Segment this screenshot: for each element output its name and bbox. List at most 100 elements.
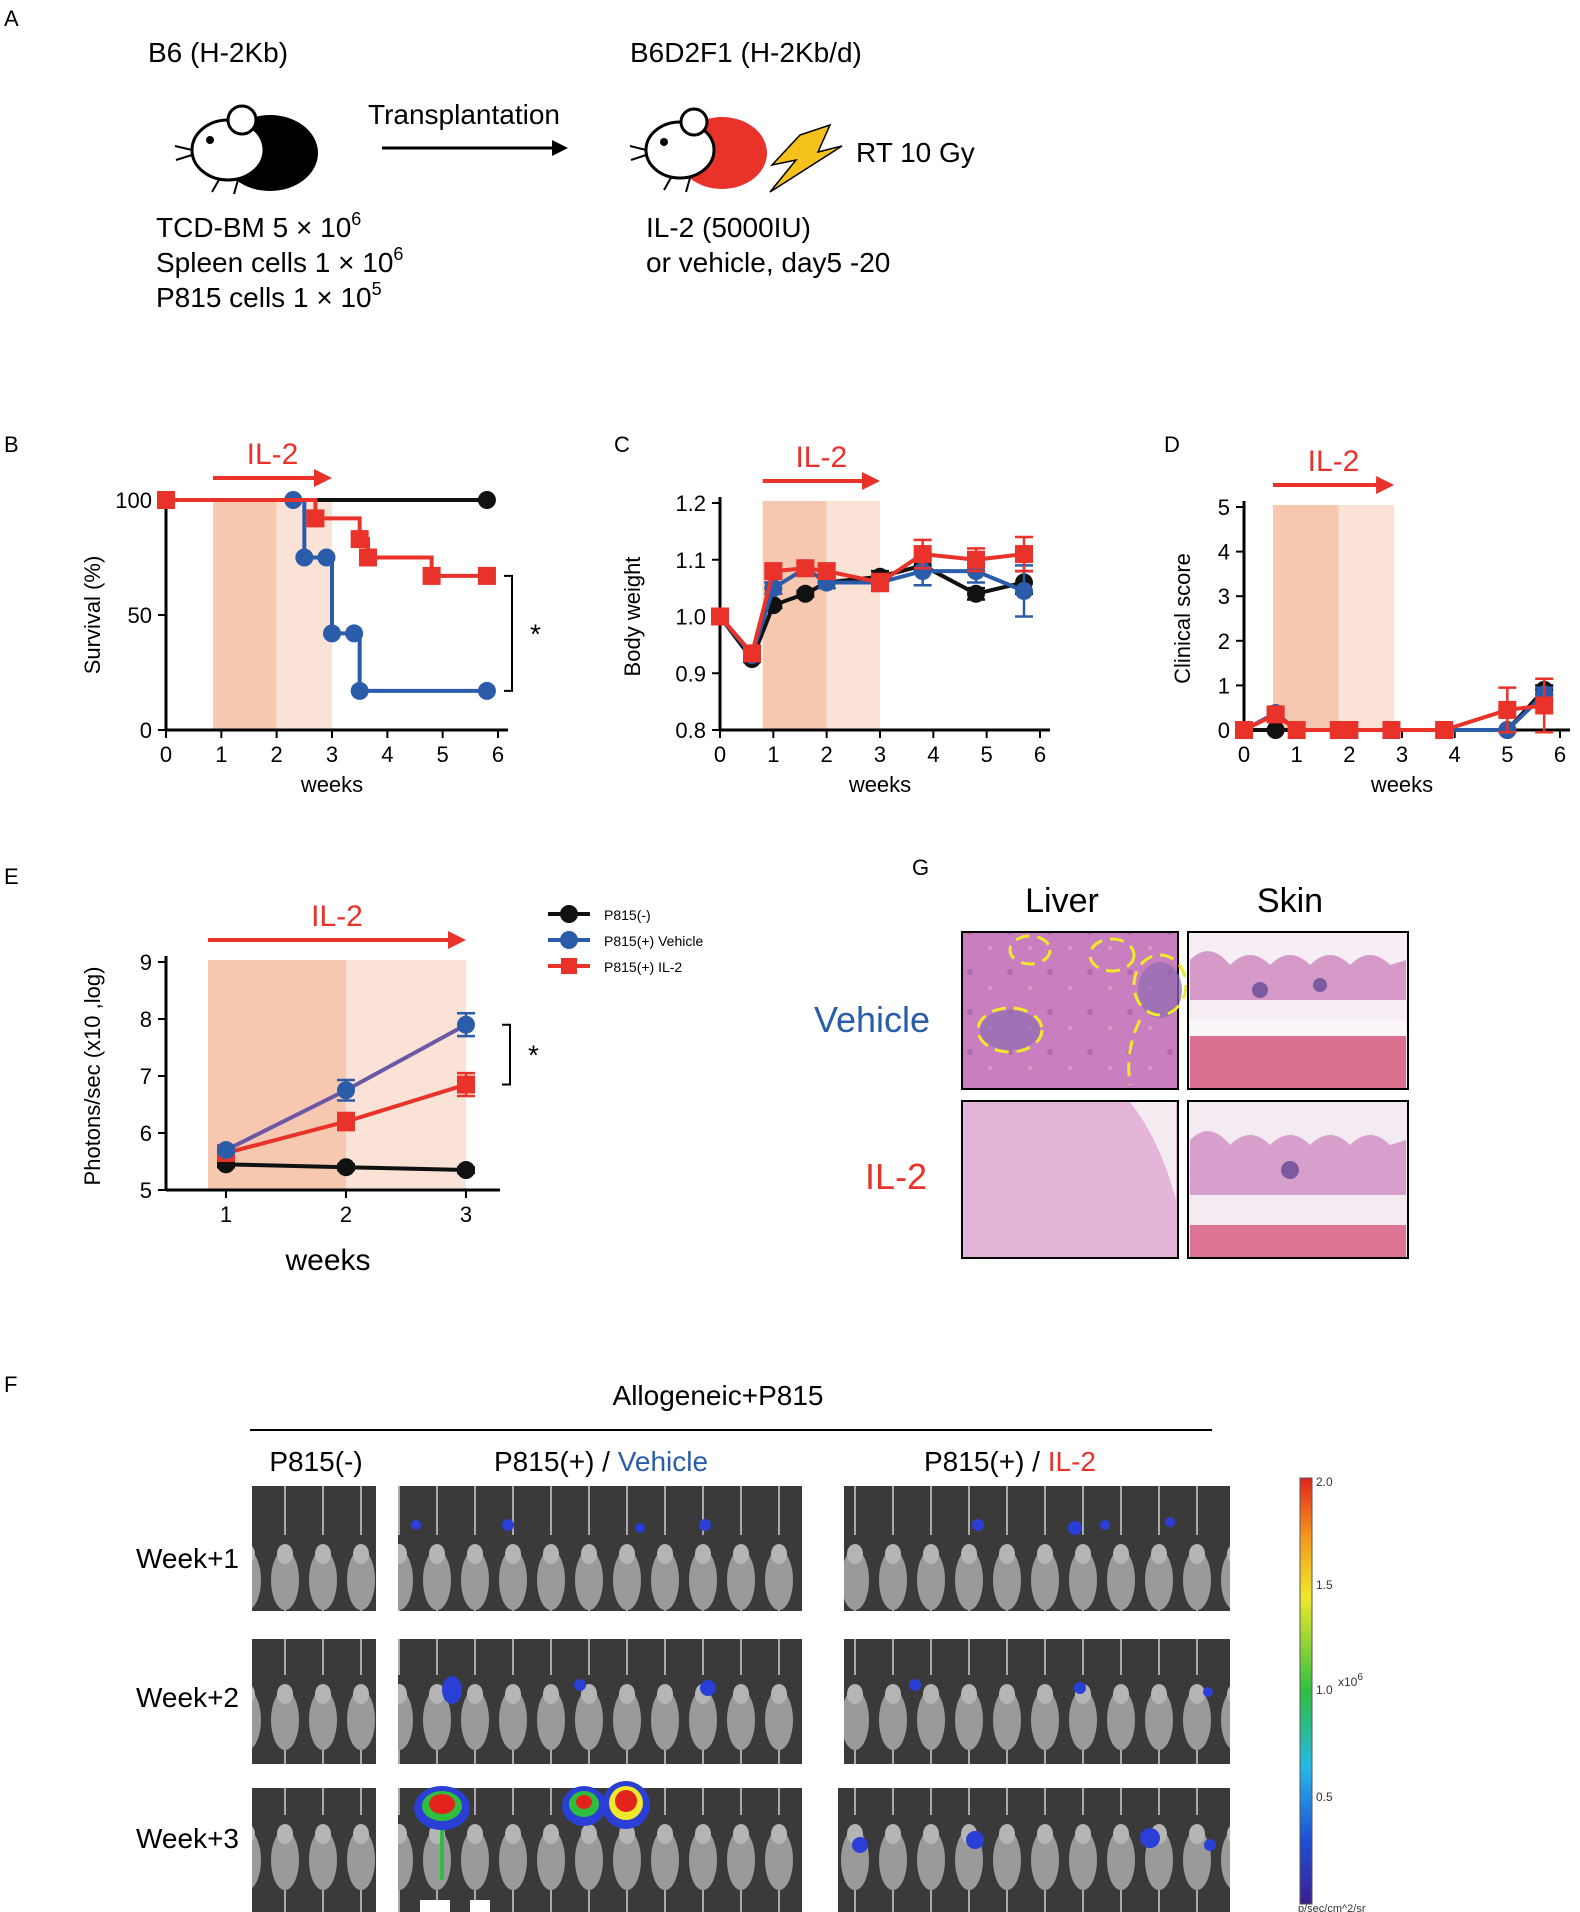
x-tick-label: 4: [1449, 742, 1461, 767]
data-point: [337, 1112, 355, 1131]
data-point: [967, 584, 985, 603]
x-tick-label: 0: [1238, 742, 1250, 767]
data-point: [967, 550, 985, 569]
data-point: [743, 644, 761, 663]
y-tick-label: 2: [1218, 629, 1230, 654]
colorbar-tick: 2.0: [1316, 1475, 1333, 1489]
histology-col-header: Liver: [1025, 882, 1099, 920]
transplant-arrow-icon: [382, 140, 568, 156]
legend-item: P815(+) Vehicle: [548, 931, 703, 949]
data-point: [1015, 545, 1033, 564]
x-tick-label: 0: [160, 742, 172, 767]
treatment-window-shade: [346, 960, 466, 1190]
signal-spot: [699, 1519, 711, 1531]
data-point: [1287, 721, 1306, 739]
week-label: Week+2: [136, 1682, 239, 1713]
y-tick-label: 1.1: [675, 548, 706, 573]
imaging-row-week3: [252, 1781, 1230, 1912]
signal-spot: [502, 1519, 514, 1531]
hotspot: [602, 1781, 650, 1829]
x-tick-label: 1: [215, 742, 227, 767]
treatment-window-shade: [213, 498, 277, 730]
signal-spot: [1074, 1682, 1086, 1694]
x-tick-label: 3: [874, 742, 886, 767]
week-label: Week+3: [136, 1823, 239, 1854]
donor-strain: B6 (H-2Kb): [148, 37, 288, 68]
signal-spot: [852, 1837, 868, 1853]
data-point: [796, 584, 815, 603]
radiation-bolt-icon: [769, 123, 843, 193]
data-point: [337, 1158, 355, 1177]
data-point: [350, 681, 369, 700]
data-point: [913, 562, 932, 581]
signal-spot: [972, 1519, 984, 1531]
x-tick-label: 2: [271, 742, 283, 767]
y-tick-label: 9: [140, 950, 152, 975]
data-point: [477, 491, 496, 509]
data-point: [477, 681, 496, 700]
treatment-line: IL-2 (5000IU): [646, 212, 811, 243]
data-point: [295, 548, 314, 567]
signal-spot: [1140, 1828, 1160, 1848]
x-tick-label: 6: [1034, 742, 1046, 767]
group-header: P815(-): [269, 1446, 362, 1477]
treatment-window-shade: [826, 501, 880, 730]
hotspot: [562, 1786, 606, 1826]
x-tick-label: 2: [1343, 742, 1355, 767]
significance-star: *: [530, 618, 541, 649]
panel-label: G: [912, 855, 929, 880]
x-tick-label: 1: [220, 1202, 232, 1227]
panel-label: C: [614, 432, 630, 457]
histology-liver-il2-image: [961, 1100, 1179, 1259]
data-point: [817, 562, 836, 581]
x-tick-label: 5: [981, 742, 993, 767]
data-point: [764, 562, 783, 581]
data-point: [1435, 721, 1454, 739]
treatment-window-shade: [1272, 505, 1339, 730]
mouse-image-strip: [398, 1486, 802, 1611]
x-tick-label: 1: [1291, 742, 1303, 767]
x-axis-label: weeks: [300, 772, 363, 797]
x-tick-label: 6: [1554, 742, 1566, 767]
donor-mouse-icon: [174, 104, 318, 195]
data-point: [217, 1141, 235, 1160]
treatment-line: or vehicle, day5 -20: [646, 247, 890, 278]
y-tick-label: 7: [140, 1064, 152, 1089]
x-tick-label: 6: [492, 742, 504, 767]
treatment-window-shade: [1338, 505, 1395, 730]
panel-label: F: [4, 1372, 17, 1397]
y-axis-label: Photons/sec (x10 ,log): [80, 967, 105, 1186]
data-point: [1340, 721, 1359, 739]
data-point: [1535, 696, 1554, 715]
hotspot: [414, 1786, 470, 1880]
svg-text:P815(-): P815(-): [604, 907, 651, 923]
y-tick-label: 8: [140, 1007, 152, 1032]
data-point: [350, 530, 369, 549]
il2-arrowhead-icon: [862, 472, 880, 490]
x-axis-label: weeks: [284, 1244, 370, 1277]
y-tick-label: 1.2: [675, 491, 706, 516]
colorbar-gradient: [1299, 1477, 1313, 1905]
histology-skin-il2-image: [1187, 1100, 1409, 1259]
colorbar-tick: 1.5: [1316, 1578, 1333, 1592]
signal-spot: [909, 1679, 921, 1691]
y-axis-label: Clinical score: [1170, 553, 1195, 684]
week-label: Week+1: [136, 1543, 239, 1574]
panel-label: E: [4, 864, 19, 889]
x-tick-label: 3: [460, 1202, 472, 1227]
data-point: [1266, 721, 1285, 739]
data-point: [1235, 721, 1253, 739]
body-weight-chart: IL-2 0.8 0.9 1.0 1.1 1.2 0 1 2 3 4 5 6 weeks Body weig…: [620, 441, 1050, 797]
histology-liver-vehicle-image: [961, 931, 1188, 1090]
y-tick-label: 5: [140, 1178, 152, 1203]
y-tick-label: 1.0: [675, 605, 706, 630]
clinical-score-chart: IL-2 0 1 2 3 4 5 0 1 2 3 4 5 6 weeks Clinical score: [1170, 445, 1570, 797]
panel-g: G Liver Skin Vehicle IL-2: [814, 855, 1409, 1259]
signal-spot: [1100, 1520, 1110, 1530]
data-point: [323, 624, 341, 643]
x-tick-label: 4: [927, 742, 939, 767]
signal-spot: [574, 1679, 586, 1691]
mouse-image-strip: [252, 1788, 376, 1912]
x-tick-label: 3: [1396, 742, 1408, 767]
